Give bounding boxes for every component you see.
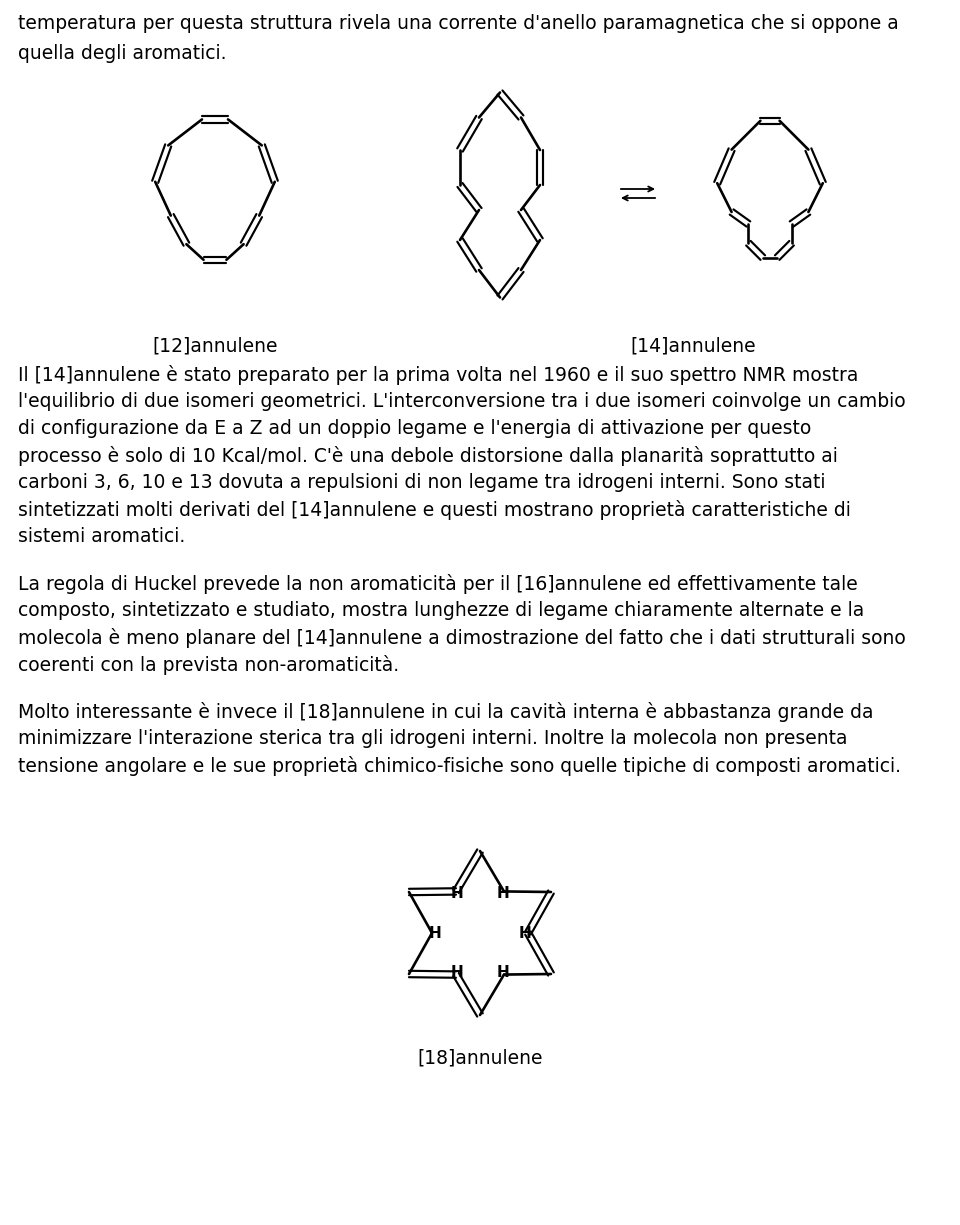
Text: sintetizzati molti derivati del [14]annulene e questi mostrano proprietà caratte: sintetizzati molti derivati del [14]annu… xyxy=(18,500,851,519)
Text: La regola di Huckel prevede la non aromaticità per il [16]annulene ed effettivam: La regola di Huckel prevede la non aroma… xyxy=(18,575,857,594)
Text: minimizzare l'interazione sterica tra gli idrogeni interni. Inoltre la molecola : minimizzare l'interazione sterica tra gl… xyxy=(18,729,848,748)
Text: [12]annulene: [12]annulene xyxy=(153,336,277,355)
Text: coerenti con la prevista non-aromaticità.: coerenti con la prevista non-aromaticità… xyxy=(18,655,399,675)
Text: [18]annulene: [18]annulene xyxy=(418,1049,542,1067)
Text: H: H xyxy=(518,926,532,941)
Text: Molto interessante è invece il [18]annulene in cui la cavità interna è abbastanz: Molto interessante è invece il [18]annul… xyxy=(18,702,874,722)
Text: l'equilibrio di due isomeri geometrici. L'interconversione tra i due isomeri coi: l'equilibrio di due isomeri geometrici. … xyxy=(18,392,905,412)
Text: H: H xyxy=(496,887,509,902)
Text: Il [14]annulene è stato preparato per la prima volta nel 1960 e il suo spettro N: Il [14]annulene è stato preparato per la… xyxy=(18,365,858,385)
Text: processo è solo di 10 Kcal/mol. C'è una debole distorsione dalla planarità sopra: processo è solo di 10 Kcal/mol. C'è una … xyxy=(18,446,838,466)
Text: composto, sintetizzato e studiato, mostra lunghezze di legame chiaramente altern: composto, sintetizzato e studiato, mostr… xyxy=(18,601,864,620)
Text: sistemi aromatici.: sistemi aromatici. xyxy=(18,527,185,546)
Text: molecola è meno planare del [14]annulene a dimostrazione del fatto che i dati st: molecola è meno planare del [14]annulene… xyxy=(18,628,905,648)
Text: quella degli aromatici.: quella degli aromatici. xyxy=(18,44,227,62)
Text: [14]annulene: [14]annulene xyxy=(630,336,756,355)
Text: H: H xyxy=(428,926,442,941)
Text: carboni 3, 6, 10 e 13 dovuta a repulsioni di non legame tra idrogeni interni. So: carboni 3, 6, 10 e 13 dovuta a repulsion… xyxy=(18,473,826,492)
Text: tensione angolare e le sue proprietà chimico-fisiche sono quelle tipiche di comp: tensione angolare e le sue proprietà chi… xyxy=(18,756,901,775)
Text: H: H xyxy=(451,887,464,902)
Text: di configurazione da E a Z ad un doppio legame e l'energia di attivazione per qu: di configurazione da E a Z ad un doppio … xyxy=(18,419,811,439)
Text: temperatura per questa struttura rivela una corrente d'anello paramagnetica che : temperatura per questa struttura rivela … xyxy=(18,13,899,33)
Text: H: H xyxy=(451,964,464,980)
Text: H: H xyxy=(496,964,509,980)
